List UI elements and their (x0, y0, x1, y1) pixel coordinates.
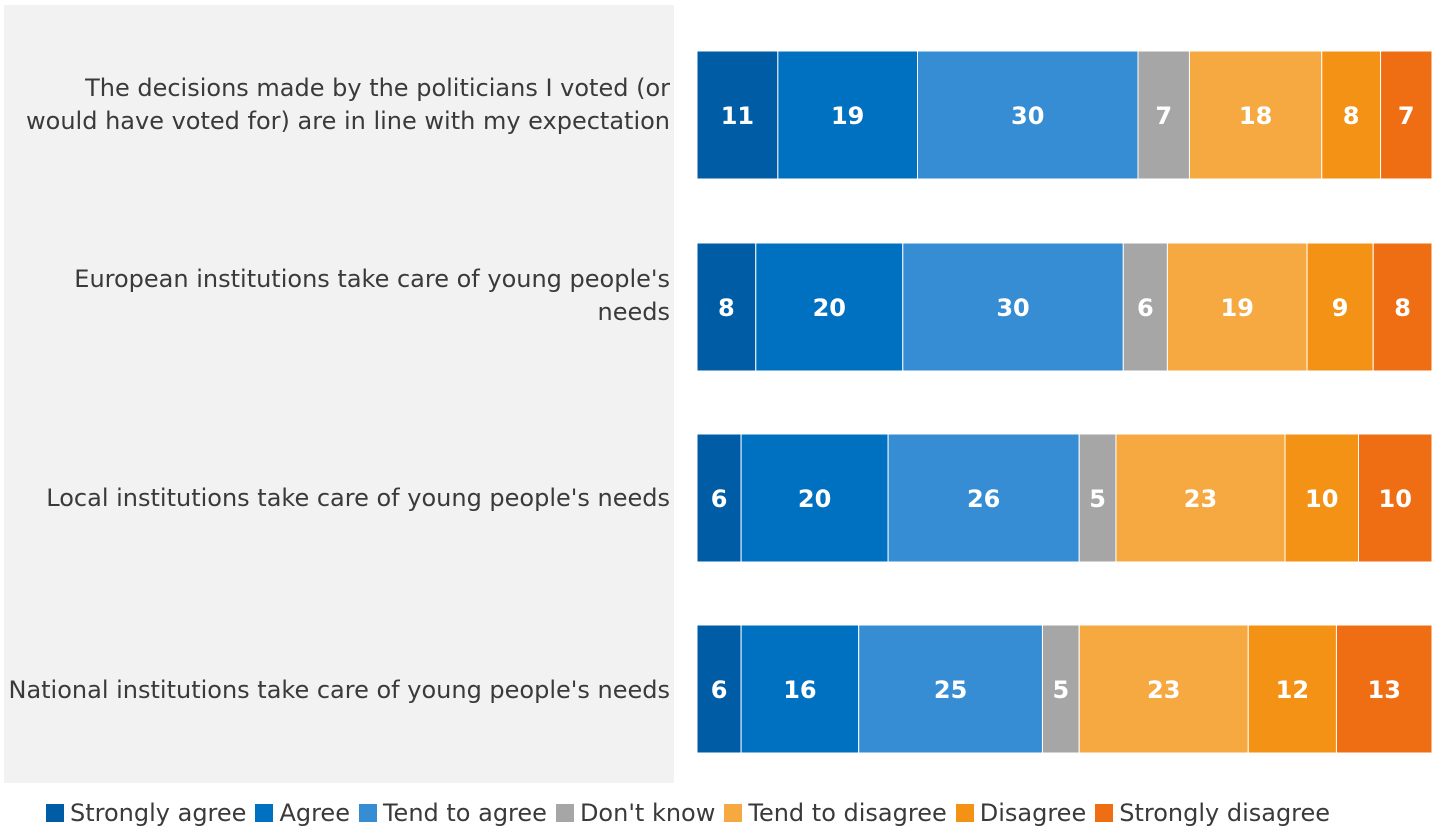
data-label: 5 (1052, 676, 1069, 704)
bar-segment (1078, 433, 1117, 563)
data-label: 11 (721, 102, 754, 130)
legend-item: Don't know (555, 796, 716, 830)
legend-swatch (724, 804, 743, 822)
bar-segment (1166, 242, 1308, 372)
data-label: 19 (1221, 294, 1254, 322)
bar-segment (1358, 433, 1432, 563)
bar-segment (1078, 624, 1249, 754)
bar-segment (696, 433, 742, 563)
bar-segment (1188, 50, 1323, 180)
bar-segment (902, 242, 1124, 372)
legend-swatch (358, 804, 377, 822)
bar-segment (696, 242, 757, 372)
bar-segment (1321, 50, 1382, 180)
legend: Strongly agree Agree Tend to agree Don't kn… (46, 796, 1432, 830)
legend-label: Strongly agree (70, 799, 247, 827)
data-label: 8 (1394, 294, 1411, 322)
legend-item: Disagree (955, 796, 1087, 830)
data-label: 23 (1184, 485, 1217, 513)
category-label-panel (4, 5, 674, 783)
bar-segment (917, 50, 1139, 180)
bar-segment (1284, 433, 1359, 563)
data-label: 30 (1011, 102, 1044, 130)
data-label: 25 (934, 676, 967, 704)
legend-label: Tend to disagree (748, 799, 947, 827)
bar-segment (1122, 242, 1168, 372)
legend-item: Strongly disagree (1095, 796, 1330, 830)
bar-segment (696, 624, 742, 754)
data-label: 20 (813, 294, 846, 322)
legend-swatch (1095, 804, 1114, 822)
data-label: 8 (718, 294, 735, 322)
data-label: 10 (1305, 485, 1338, 513)
bar-segment (1115, 433, 1286, 563)
category-label: Local institutions take care of young pe… (46, 483, 670, 512)
data-label: 20 (798, 485, 831, 513)
bar-segment (1247, 624, 1337, 754)
data-label: 19 (831, 102, 864, 130)
data-label: 10 (1379, 485, 1412, 513)
legend-item: Tend to agree (358, 796, 547, 830)
data-label: 26 (967, 485, 1000, 513)
data-label: 16 (783, 676, 816, 704)
data-label: 7 (1155, 102, 1172, 130)
data-label: 6 (711, 676, 728, 704)
data-label: 6 (1137, 294, 1154, 322)
category-label: The decisions made by the politicians I … (26, 74, 670, 135)
bar-segment (1137, 50, 1190, 180)
category-label: European institutions take care of young… (74, 265, 670, 326)
plot-area: 11 19 30 7 18 8 7 8 20 30 6 19 9 8 6 20 26 5 23 10 10 6 16 25 5 2… (696, 50, 1432, 754)
legend-swatch (255, 804, 274, 822)
data-label: 13 (1368, 676, 1401, 704)
data-label: 12 (1276, 676, 1309, 704)
legend-label: Strongly disagree (1119, 799, 1331, 827)
bar-segment (887, 433, 1080, 563)
legend-swatch (555, 804, 574, 822)
legend-label: Disagree (979, 799, 1087, 827)
bar-segment (1372, 242, 1432, 372)
data-label: 7 (1398, 102, 1415, 130)
data-label: 23 (1147, 676, 1180, 704)
legend-label: Don't know (579, 799, 716, 827)
data-label: 6 (711, 485, 728, 513)
data-label: 8 (1343, 102, 1360, 130)
legend-item: Strongly agree (46, 796, 246, 830)
data-label: 5 (1089, 485, 1106, 513)
data-label: 18 (1239, 102, 1272, 130)
legend-label: Tend to agree (382, 799, 547, 827)
bar-segment (1041, 624, 1080, 754)
legend-label: Agree (279, 799, 350, 827)
data-label: 9 (1332, 294, 1349, 322)
bar-segment (1306, 242, 1374, 372)
bar-segment (1380, 50, 1432, 180)
data-label: 30 (996, 294, 1029, 322)
bar-segment (755, 242, 904, 372)
legend-item: Tend to disagree (724, 796, 947, 830)
legend-item: Agree (255, 796, 350, 830)
legend-swatch (46, 804, 64, 822)
legend-swatch (955, 804, 974, 822)
bar-segment (740, 433, 889, 563)
category-label: National institutions take care of young… (8, 675, 670, 704)
